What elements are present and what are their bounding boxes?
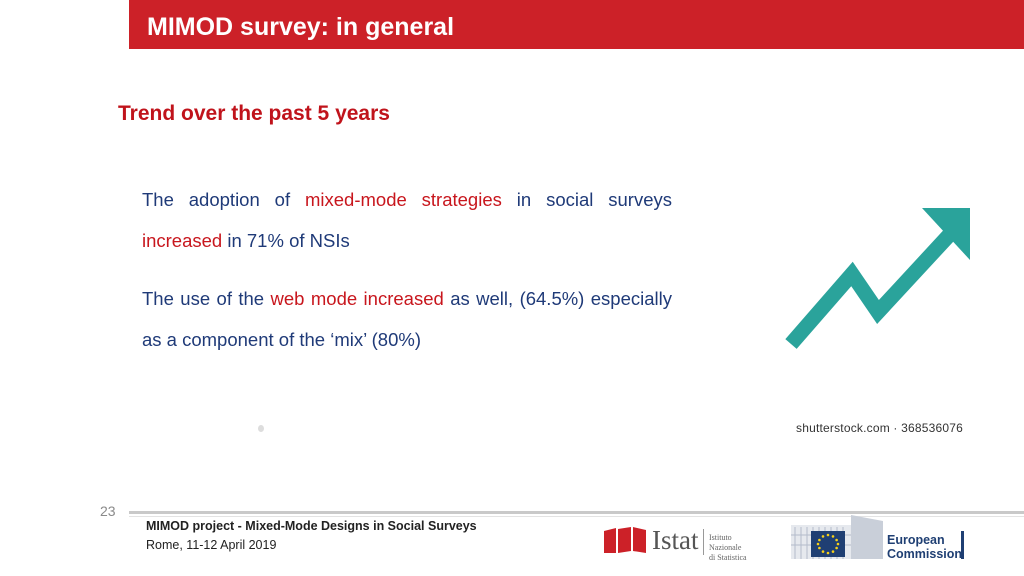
text: as well, (64.5%) especially as a compone… [142,288,672,350]
decorative-dot [258,425,264,432]
page-number: 23 [100,503,116,519]
arrow-line [785,226,958,349]
istat-wordmark: Istat [652,525,699,555]
istat-subtitle-line1: Istituto Nazionale [709,533,742,552]
istat-separator [703,529,704,555]
slide-title: MIMOD survey: in general [147,13,455,41]
istat-subtitle: Istituto Nazionale di Statistica [709,533,764,563]
paragraph-web-mode: The use of the web mode increased as wel… [142,278,672,360]
text: The adoption of [142,189,305,210]
highlight-mixed-mode: mixed-mode strategies [304,189,502,210]
ec-line2: Commission [887,547,963,561]
eu-flag-building-icon [791,515,883,559]
istat-mark-icon [604,527,646,553]
istat-logo: Istat Istituto Nazionale di Statistica [604,523,764,562]
european-commission-logo: European Commission [789,515,969,561]
text: in social surveys [501,189,672,210]
paragraph-mixed-mode: The adoption of mixed-mode strategies in… [142,179,672,261]
footer-divider [129,511,1024,514]
text: in 71% of NSIs [222,230,350,251]
highlight-increased: increased [142,230,223,251]
footer-project: MIMOD project - Mixed-Mode Designs in So… [146,519,477,533]
image-credit: shutterstock.com · 368536076 [796,421,964,435]
title-bar: MIMOD survey: in general [129,0,1024,49]
footer-date: Rome, 11-12 April 2019 [146,538,277,552]
ec-wordmark: European Commission [887,533,962,561]
highlight-web-mode: web mode increased [270,288,444,309]
arrow-head [922,208,970,260]
ec-accent-bar [961,531,964,559]
trend-up-arrow-icon [785,208,970,349]
istat-subtitle-line2: di Statistica [709,553,747,562]
text: The use of the [142,288,271,309]
footer-divider-thin [129,516,1024,517]
ec-line1: European [887,533,945,547]
section-subtitle: Trend over the past 5 years [118,102,390,125]
